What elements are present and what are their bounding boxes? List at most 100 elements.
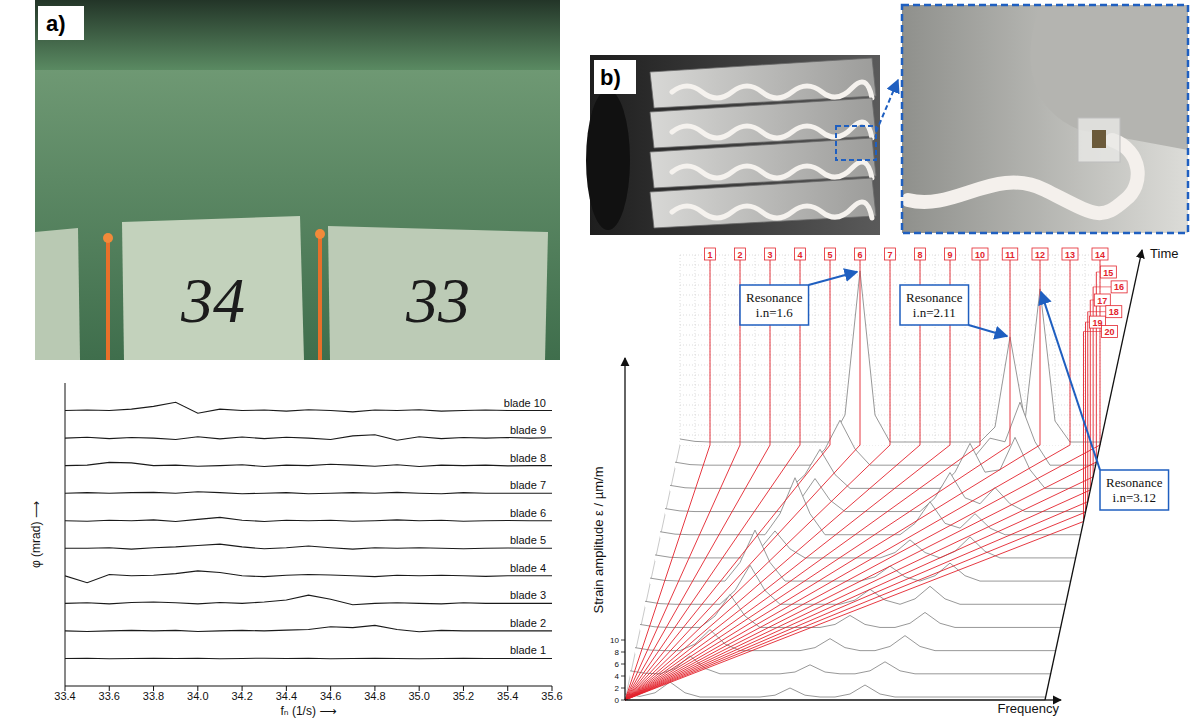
x-axis (65, 686, 552, 687)
order-label-box (854, 248, 865, 260)
probe-tip (315, 229, 325, 239)
grid-line (905, 255, 906, 445)
spectrum (625, 682, 1045, 697)
y-tick-label: 6 (615, 660, 620, 669)
rotor-hub (586, 90, 630, 230)
trace-label: blade 3 (510, 589, 546, 601)
order-label-text: 4 (797, 250, 802, 260)
y-tick-label: 0 (615, 696, 620, 705)
order-leader (1090, 300, 1094, 301)
order-label-box (1002, 248, 1018, 260)
order-label-box (1111, 281, 1127, 293)
order-label-box (1106, 306, 1122, 318)
photo-b: b) (586, 55, 898, 235)
panel-label-box (594, 60, 636, 94)
trace (65, 595, 552, 605)
y-tick-label: 2 (615, 684, 620, 693)
annotation: Resonancei.n=2.11 (900, 285, 969, 325)
blade (650, 178, 876, 228)
annotation-arrow (1041, 292, 1100, 470)
order-label: 13 (1062, 248, 1078, 260)
annotation-line: Resonance (1106, 475, 1163, 490)
slice-fill (670, 437, 1090, 491)
order-line (625, 272, 1096, 700)
grid-line (695, 255, 696, 445)
annotations: Resonancei.n=1.6Resonancei.n=2.11Resonan… (740, 272, 1169, 510)
order-label: 2 (734, 248, 745, 260)
order-label: 11 (1002, 248, 1018, 260)
spectrum (675, 402, 1095, 465)
order-leader (1096, 272, 1100, 273)
order-label: 15 (1100, 266, 1116, 278)
x-axis-title: fₙ (1/s) ⟶ (281, 704, 337, 718)
order-label-text: 14 (1095, 250, 1105, 260)
trace-label: blade 2 (510, 617, 546, 629)
slice-fill (635, 630, 1055, 654)
order-lines (625, 255, 1111, 700)
photo-background (902, 5, 1188, 233)
grid-line (725, 255, 726, 445)
order-leader (1084, 331, 1102, 332)
order-label-text: 15 (1103, 268, 1113, 278)
order-labels: 1234567891011121314151617181920 (704, 248, 1127, 338)
zoom-arrow (876, 80, 898, 132)
annotation-line: i.n=1.6 (756, 305, 793, 320)
photo-background (35, 0, 560, 360)
trace-label: blade 6 (510, 507, 546, 519)
order-label-text: 17 (1097, 296, 1107, 306)
order-label-box (914, 248, 925, 260)
photo-zoom (902, 5, 1188, 233)
y-tick-label: 4 (615, 672, 620, 681)
order-label-box (944, 248, 955, 260)
order-label-text: 5 (827, 250, 832, 260)
order-line (625, 287, 1093, 700)
order-label-box (1032, 248, 1048, 260)
trace (65, 625, 552, 631)
x-axis (625, 699, 1045, 700)
zoom-border (902, 5, 1188, 233)
order-label-box (1062, 248, 1078, 260)
trace-group (65, 402, 552, 658)
trace (65, 462, 552, 466)
order-label-text: 11 (1005, 250, 1015, 260)
order-line (625, 255, 1040, 700)
order-label: 12 (1032, 248, 1048, 260)
annotation-line: i.n=3.12 (1113, 490, 1156, 505)
annotation-box (900, 285, 969, 325)
order-label: 4 (794, 248, 805, 260)
order-label: 20 (1101, 326, 1117, 338)
annotation: Resonancei.n=1.6 (740, 285, 809, 325)
order-label-text: 19 (1093, 318, 1103, 328)
trace-label: blade 10 (504, 397, 546, 409)
probe-tip (103, 233, 113, 243)
order-label: 17 (1094, 294, 1110, 306)
trace (65, 435, 552, 441)
photo-a: 3433a) (35, 0, 560, 360)
grid-line (785, 255, 786, 445)
annotation-text: Resonancei.n=1.6 (746, 290, 803, 320)
order-label-text: 7 (887, 250, 892, 260)
waterfall-axes: 0246810FrequencyTimeStrain amplitude ε /… (591, 246, 1178, 716)
panel-label-box (38, 6, 84, 40)
x-tick-label: 33.8 (143, 690, 164, 702)
y-axis-arrow (624, 358, 625, 370)
y-tick-label: 10 (610, 636, 619, 645)
annotation-text: Resonancei.n=2.11 (906, 290, 963, 320)
trace-label: blade 4 (510, 562, 546, 574)
order-label-box (884, 248, 895, 260)
annotation-box (1100, 470, 1169, 510)
grid-line (680, 255, 681, 445)
blade-number: 33 (405, 265, 470, 336)
order-line (625, 255, 740, 700)
order-line (625, 300, 1090, 700)
blade (122, 216, 304, 360)
y-axis-title: Strain amplitude ε / µm/m (591, 467, 606, 614)
y-tick (621, 700, 625, 701)
order-label: 5 (824, 248, 835, 260)
strain-gauge (1078, 118, 1120, 162)
order-label-box (824, 248, 835, 260)
order-label: 1 (704, 248, 715, 260)
gauge-grid (1092, 130, 1106, 148)
sensor-wire (672, 122, 872, 138)
x-tick-label: 35.6 (541, 690, 562, 702)
